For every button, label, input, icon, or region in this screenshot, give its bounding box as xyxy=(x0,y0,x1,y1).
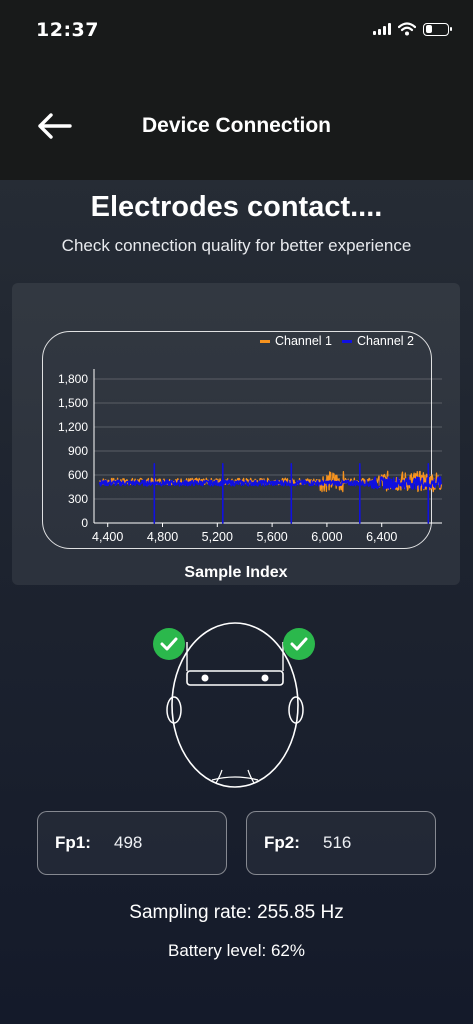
check-icon xyxy=(290,637,308,651)
x-tick-label: 4,400 xyxy=(92,530,123,544)
section-subheading: Check connection quality for better expe… xyxy=(61,236,412,255)
status-icons xyxy=(373,22,452,36)
head-outline xyxy=(166,622,304,788)
x-tick-label: 5,200 xyxy=(202,530,233,544)
fp2-value: 516 xyxy=(323,833,352,852)
y-tick-label: 600 xyxy=(68,468,88,482)
fp1-value-box: Fp1: 498 xyxy=(37,811,227,875)
page-title: Device Connection xyxy=(141,114,332,137)
signal-icon xyxy=(373,23,391,35)
legend-swatch xyxy=(342,340,352,343)
fp1-label: Fp1: xyxy=(55,833,91,852)
signal-chart: 0 300 600 900 1,200 1,500 1,800 4,400 4,800 5,200… xyxy=(58,334,443,544)
section-heading: Electrodes contact.... xyxy=(90,191,383,223)
x-tick-label: 6,000 xyxy=(311,530,342,544)
y-tick-label: 0 xyxy=(81,516,88,530)
y-tick-label: 1,200 xyxy=(58,420,88,434)
arrow-left-icon xyxy=(38,113,72,139)
head-diagram xyxy=(150,620,320,795)
x-tick-label: 6,400 xyxy=(366,530,397,544)
series-line-2 xyxy=(98,463,443,524)
electrode-right-status xyxy=(283,628,315,660)
x-tick-label: 5,600 xyxy=(256,530,287,544)
fp2-value-box: Fp2: 516 xyxy=(246,811,436,875)
signal-chart-panel: 0 300 600 900 1,200 1,500 1,800 4,400 4,800 5,200… xyxy=(12,283,460,585)
y-tick-label: 1,500 xyxy=(58,396,88,410)
y-tick-label: 900 xyxy=(68,444,88,458)
legend-entry: Channel 2 xyxy=(357,334,414,348)
fp1-value: 498 xyxy=(114,833,143,852)
header-bar: 12:37 Device Connection xyxy=(0,0,473,180)
legend-swatch xyxy=(260,340,270,343)
x-tick-label: 4,800 xyxy=(147,530,178,544)
legend-entry: Channel 1 xyxy=(275,334,332,348)
wifi-icon xyxy=(398,22,416,36)
status-time: 12:37 xyxy=(36,19,99,41)
fp2-label: Fp2: xyxy=(264,833,300,852)
electrode-left-status xyxy=(153,628,185,660)
sampling-rate: Sampling rate: 255.85 Hz xyxy=(129,902,344,923)
back-button[interactable] xyxy=(34,106,74,146)
battery-level: Battery level: 62% xyxy=(167,941,305,960)
check-icon xyxy=(160,637,178,651)
y-tick-label: 300 xyxy=(68,492,88,506)
x-axis-label: Sample Index xyxy=(184,564,288,581)
y-tick-label: 1,800 xyxy=(58,372,88,386)
battery-icon xyxy=(423,22,452,36)
chart-frame xyxy=(42,331,432,549)
